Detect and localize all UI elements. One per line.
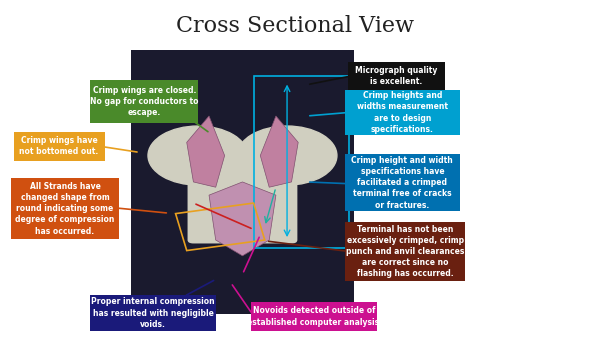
Text: Crimp heights and
widths measurement
are to design
specifications.: Crimp heights and widths measurement are… (357, 91, 448, 134)
Circle shape (148, 126, 248, 185)
Text: Crimp height and width
specifications have
facilitated a crimped
terminal free o: Crimp height and width specifications ha… (352, 156, 453, 210)
Text: Crimp wings are closed.
No gap for conductors to
escape.: Crimp wings are closed. No gap for condu… (90, 86, 198, 117)
FancyBboxPatch shape (348, 62, 445, 90)
FancyBboxPatch shape (345, 154, 460, 211)
FancyBboxPatch shape (90, 79, 198, 123)
FancyBboxPatch shape (11, 178, 119, 239)
Text: Proper internal compression
has resulted with negligible
voids.: Proper internal compression has resulted… (91, 298, 215, 329)
Text: Crimp wings have
not bottomed out.: Crimp wings have not bottomed out. (19, 136, 99, 156)
FancyBboxPatch shape (251, 302, 378, 331)
Text: Micrograph quality
is excellent.: Micrograph quality is excellent. (355, 66, 438, 86)
FancyBboxPatch shape (14, 132, 104, 161)
FancyBboxPatch shape (345, 222, 466, 281)
FancyBboxPatch shape (131, 50, 354, 314)
Text: Novoids detected outside of
established computer analysis.: Novoids detected outside of established … (247, 307, 382, 327)
FancyBboxPatch shape (188, 144, 297, 244)
Polygon shape (186, 116, 225, 187)
Circle shape (237, 126, 337, 185)
Text: All Strands have
changed shape from
round indicating some
degree of compression
: All Strands have changed shape from roun… (15, 182, 114, 236)
FancyBboxPatch shape (345, 90, 460, 135)
FancyBboxPatch shape (90, 295, 216, 331)
Text: Cross Sectional View: Cross Sectional View (176, 15, 414, 37)
Polygon shape (260, 116, 298, 187)
Text: Terminal has not been
excessively crimped, crimp
punch and anvil clearances
are : Terminal has not been excessively crimpe… (346, 225, 464, 278)
Polygon shape (209, 182, 276, 256)
